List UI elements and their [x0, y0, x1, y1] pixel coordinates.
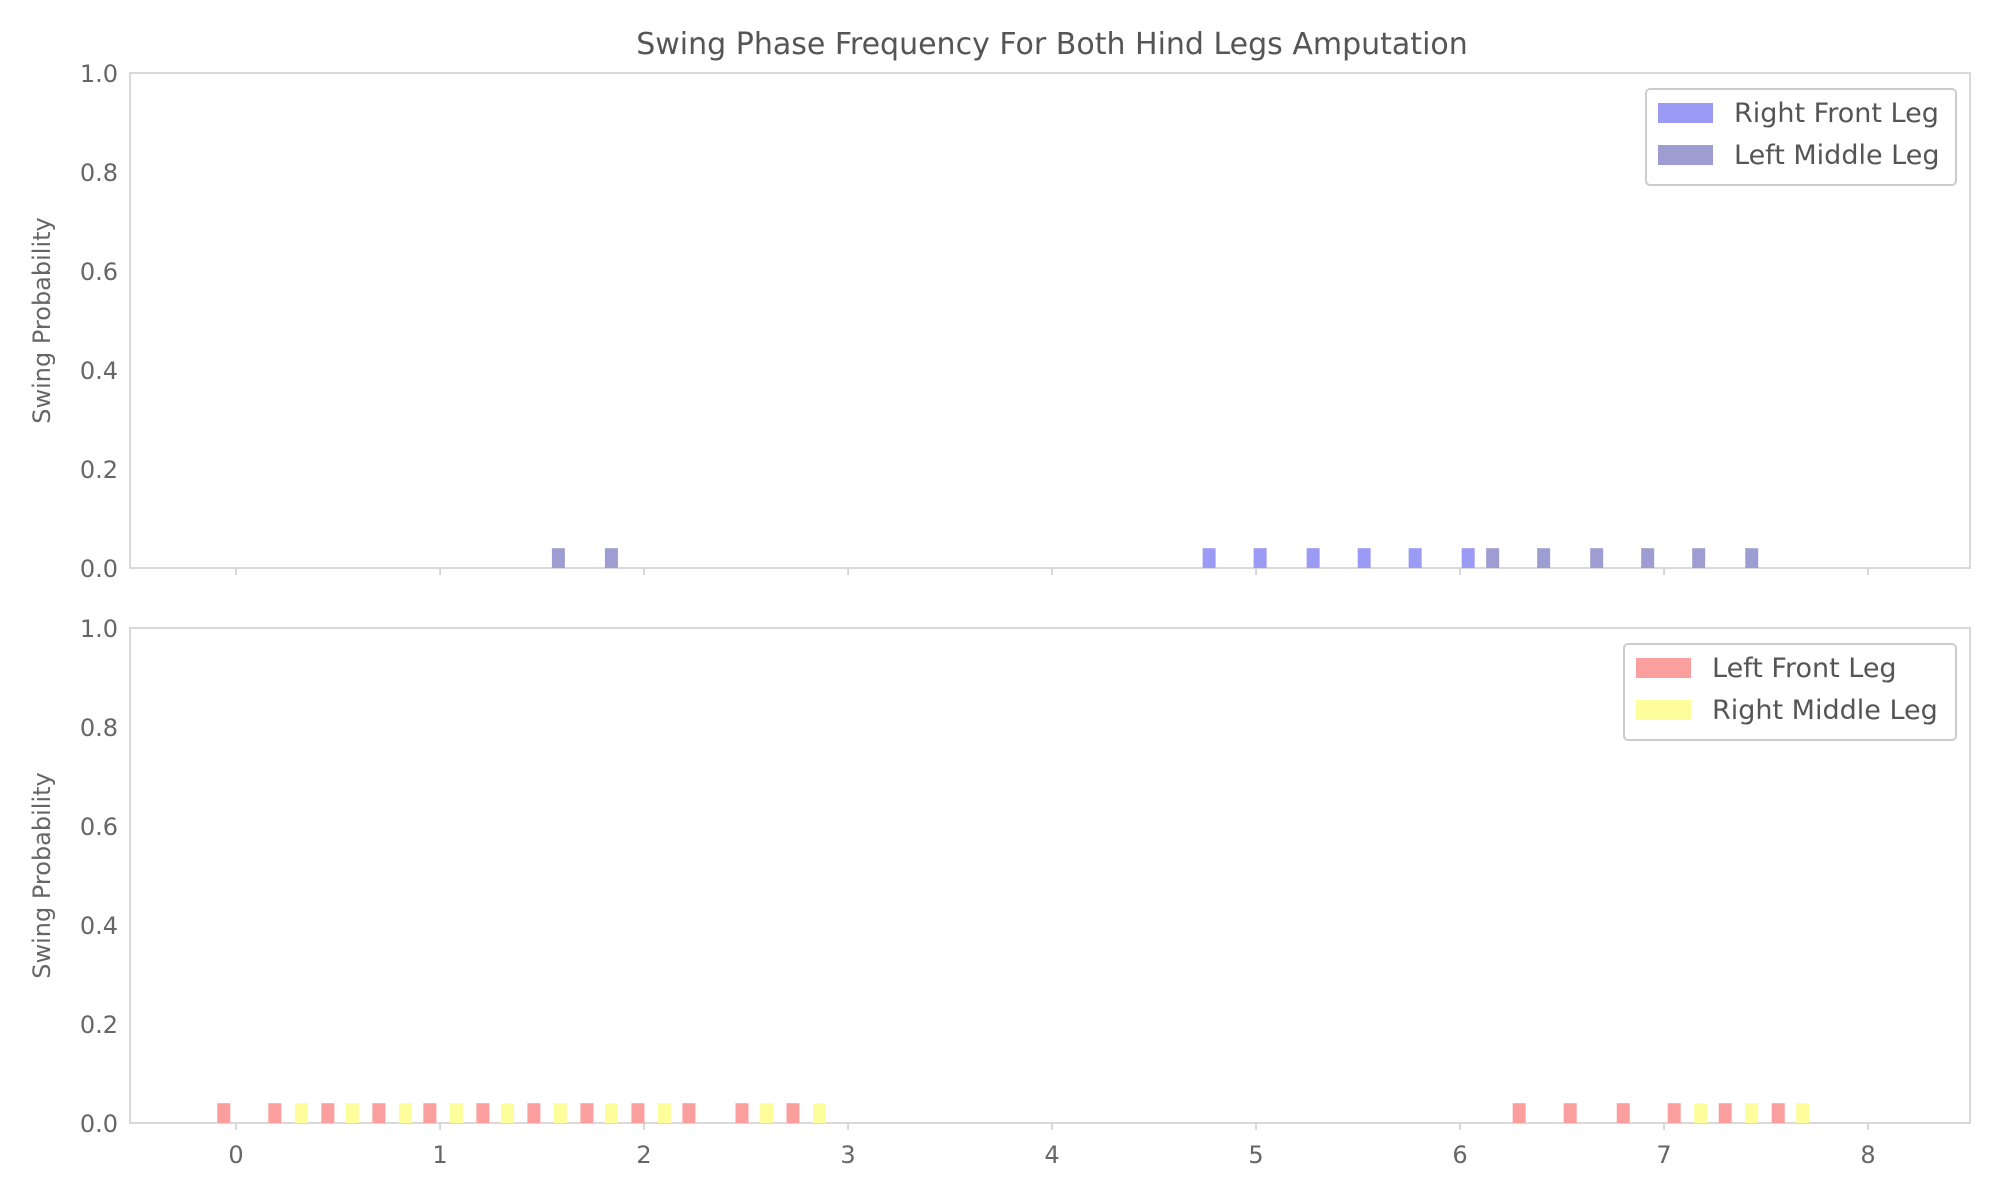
y-tick-label: 0.2 [80, 456, 118, 484]
bar-left-front [217, 1103, 231, 1123]
bar-right-middle [1745, 1103, 1759, 1123]
bar-right-middle [1694, 1103, 1708, 1123]
legend-swatch [1658, 103, 1713, 123]
bar-left-middle [1537, 548, 1551, 568]
bar-right-front [1306, 548, 1320, 568]
bar-left-front [1616, 1103, 1630, 1123]
bar-left-front [527, 1103, 541, 1123]
legend-swatch [1636, 658, 1691, 678]
bar-left-front [1512, 1103, 1526, 1123]
y-tick-label: 0.6 [80, 258, 118, 286]
y-axis-label: Swing Probability [28, 772, 56, 978]
bar-left-middle [551, 548, 565, 568]
legend-label: Left Middle Leg [1734, 140, 1939, 171]
bar-right-middle [1796, 1103, 1810, 1123]
bar-left-front [321, 1103, 335, 1123]
legend-label: Right Middle Leg [1712, 695, 1938, 726]
bar-right-middle [345, 1103, 359, 1123]
bar-right-middle [449, 1103, 463, 1123]
bar-right-front [1461, 548, 1475, 568]
bar-right-middle [553, 1103, 567, 1123]
legend-box [1623, 643, 1957, 741]
bar-left-front [631, 1103, 645, 1123]
legend-label: Right Front Leg [1734, 98, 1939, 129]
x-tick-label: 1 [432, 1141, 447, 1169]
legend-swatch [1636, 700, 1691, 720]
y-tick-label: 0.4 [80, 912, 118, 940]
bar-right-middle [604, 1103, 618, 1123]
bar-right-middle [812, 1103, 826, 1123]
bar-left-middle [604, 548, 618, 568]
x-tick-label: 4 [1044, 1141, 1059, 1169]
y-tick-label: 0.8 [80, 714, 118, 742]
bar-left-middle [1590, 548, 1604, 568]
bar-left-front [268, 1103, 282, 1123]
bar-left-front [1718, 1103, 1732, 1123]
bar-left-front [476, 1103, 490, 1123]
bar-left-front [423, 1103, 437, 1123]
bar-left-front [580, 1103, 594, 1123]
y-tick-label: 1.0 [80, 615, 118, 643]
bar-right-middle [398, 1103, 412, 1123]
y-tick-label: 0.0 [80, 555, 118, 583]
y-tick-label: 0.6 [80, 813, 118, 841]
bar-right-middle [500, 1103, 514, 1123]
bar-left-front [682, 1103, 696, 1123]
x-tick-label: 3 [840, 1141, 855, 1169]
bar-right-middle [657, 1103, 671, 1123]
bar-left-front [1771, 1103, 1785, 1123]
panel-2: 0.0 0.2 0.4 0.6 0.8 1.0 0 1 2 3 4 5 6 7 8 Swing Probabi… [28, 615, 1971, 1169]
y-axis-label: Swing Probability [28, 217, 56, 423]
x-tick-label: 7 [1656, 1141, 1671, 1169]
bar-left-middle [1486, 548, 1500, 568]
legend-box [1645, 88, 1957, 186]
y-tick-label: 0.8 [80, 159, 118, 187]
x-tick-label: 8 [1860, 1141, 1875, 1169]
x-tick-label: 6 [1452, 1141, 1467, 1169]
x-tick-label: 0 [228, 1141, 243, 1169]
y-tick-label: 0.2 [80, 1011, 118, 1039]
bar-right-front [1253, 548, 1267, 568]
bar-left-front [372, 1103, 386, 1123]
y-tick-label: 0.0 [80, 1110, 118, 1138]
legend-label: Left Front Leg [1712, 653, 1897, 684]
bar-right-front [1357, 548, 1371, 568]
y-tick-label: 0.4 [80, 357, 118, 385]
x-tick-label: 5 [1248, 1141, 1263, 1169]
x-tick-label: 2 [636, 1141, 651, 1169]
legend: Right Front Leg Left Middle Leg [1645, 88, 1957, 186]
panel-1: 0.0 0.2 0.4 0.6 0.8 1.0 Swing Probability Right… [28, 60, 1971, 583]
legend-swatch [1658, 145, 1713, 165]
bar-left-front [735, 1103, 749, 1123]
bar-right-front [1202, 548, 1216, 568]
chart-title: Swing Phase Frequency For Both Hind Legs… [636, 27, 1468, 62]
bar-left-middle [1745, 548, 1759, 568]
bar-right-middle [294, 1103, 308, 1123]
y-tick-label: 1.0 [80, 60, 118, 88]
bar-left-middle [1692, 548, 1706, 568]
bar-left-front [1563, 1103, 1577, 1123]
bar-left-middle [1641, 548, 1655, 568]
bar-right-middle [759, 1103, 773, 1123]
legend: Left Front Leg Right Middle Leg [1623, 643, 1957, 741]
bar-left-front [786, 1103, 800, 1123]
bar-right-front [1408, 548, 1422, 568]
bar-left-front [1667, 1103, 1681, 1123]
